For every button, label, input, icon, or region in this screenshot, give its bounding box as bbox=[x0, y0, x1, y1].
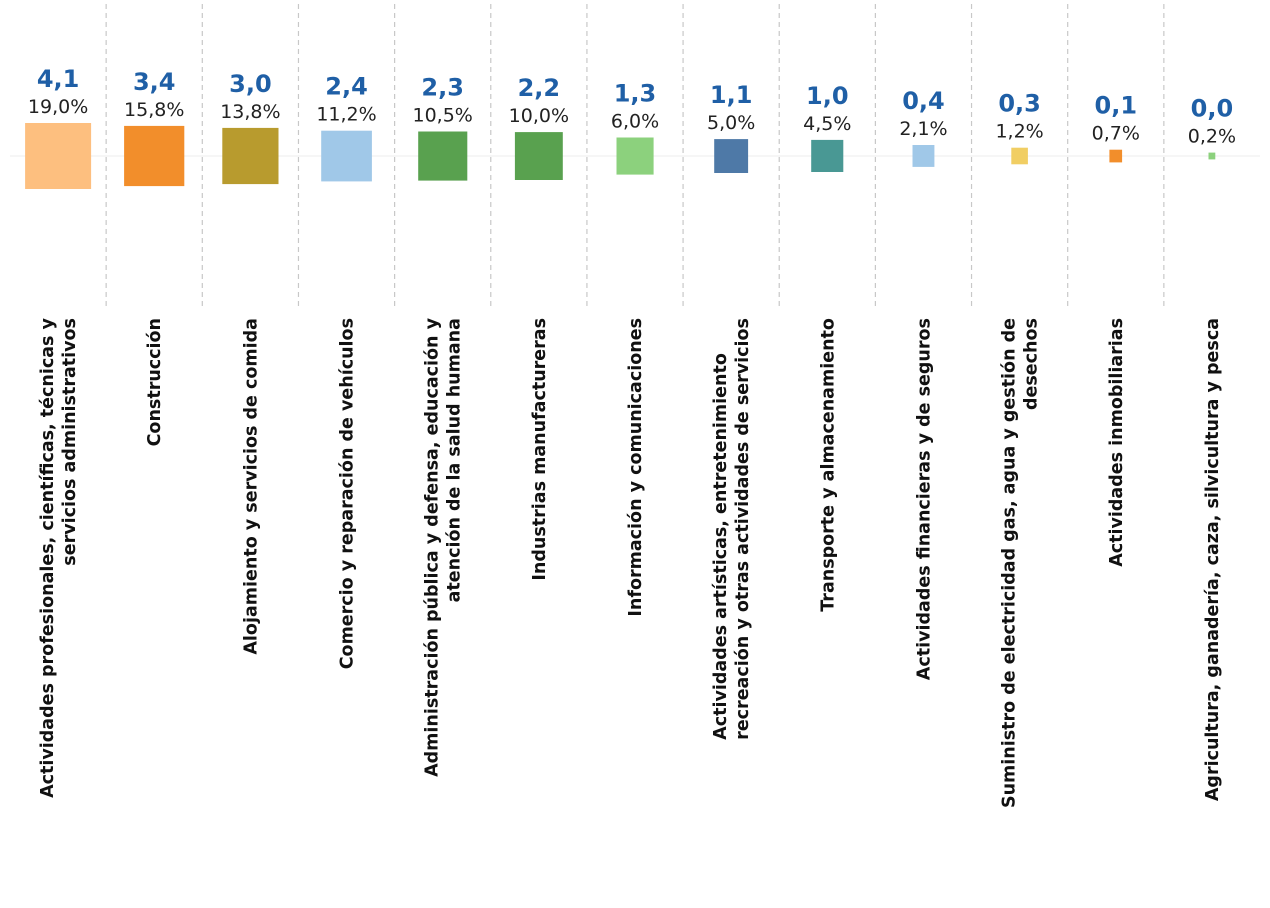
share-label-4: 11,2% bbox=[316, 104, 376, 126]
category-label-3: Alojamiento y servicios de comida bbox=[241, 318, 261, 655]
bar-3 bbox=[222, 127, 279, 185]
value-label-1: 4,1 bbox=[37, 65, 80, 93]
value-label-5: 2,3 bbox=[421, 74, 464, 102]
category-label-5-line-1: Administración pública y defensa, educac… bbox=[423, 317, 443, 776]
share-label-13: 0,2% bbox=[1188, 126, 1236, 148]
share-label-3: 13,8% bbox=[220, 101, 280, 123]
category-label-8-line-2: recreación y otras actividades de servic… bbox=[733, 318, 753, 740]
category-label-6: Industrias manufactureras bbox=[530, 318, 550, 581]
category-label-1-line-2: servicios administrativos bbox=[60, 318, 80, 566]
value-label-6: 2,2 bbox=[518, 74, 561, 102]
value-label-10: 0,4 bbox=[902, 87, 945, 115]
category-label-2: Construcción bbox=[145, 318, 165, 446]
bar-8 bbox=[714, 139, 749, 173]
bar-10 bbox=[912, 145, 935, 167]
share-label-6: 10,0% bbox=[509, 105, 569, 127]
bar-11 bbox=[1011, 147, 1028, 165]
category-label-13: Agricultura, ganadería, caza, silvicultu… bbox=[1203, 318, 1223, 801]
value-label-9: 1,0 bbox=[806, 82, 849, 110]
share-label-11: 1,2% bbox=[995, 121, 1043, 143]
share-label-1: 19,0% bbox=[28, 96, 88, 118]
value-label-13: 0,0 bbox=[1191, 95, 1234, 123]
category-label-11-line-2: desechos bbox=[1022, 318, 1042, 410]
chart-marks: 19,0% 4,1 15,8% 3,4 13,8% 3,0 11,2% 2,4 10,5% 2,3… bbox=[25, 65, 1236, 189]
bar-12 bbox=[1109, 149, 1123, 163]
category-label-4: Comercio y reparación de vehículos bbox=[338, 318, 358, 669]
value-label-7: 1,3 bbox=[614, 80, 657, 108]
category-label-12: Actividades inmobiliarias bbox=[1107, 318, 1127, 567]
value-label-3: 3,0 bbox=[229, 70, 272, 98]
share-label-8: 5,0% bbox=[707, 112, 755, 134]
bar-2 bbox=[124, 125, 185, 187]
bar-5 bbox=[418, 131, 468, 181]
value-label-4: 2,4 bbox=[325, 73, 368, 101]
category-labels: Actividades profesionales, científicas, … bbox=[38, 317, 1223, 808]
share-label-5: 10,5% bbox=[413, 105, 473, 127]
category-label-10: Actividades financieras y de seguros bbox=[915, 318, 935, 680]
category-label-9: Transporte y almacenamiento bbox=[818, 318, 838, 612]
category-label-11-line-1: Suministro de electricidad gas, agua y g… bbox=[1000, 318, 1020, 808]
share-label-10: 2,1% bbox=[899, 118, 947, 140]
value-label-12: 0,1 bbox=[1095, 92, 1138, 120]
bar-9 bbox=[811, 139, 844, 172]
bar-13 bbox=[1208, 152, 1216, 160]
value-label-8: 1,1 bbox=[710, 81, 753, 109]
category-label-1-line-1: Actividades profesionales, científicas, … bbox=[38, 317, 58, 797]
bar-1 bbox=[25, 123, 92, 189]
share-label-2: 15,8% bbox=[124, 99, 184, 121]
bar-6 bbox=[514, 132, 563, 180]
bar-7 bbox=[616, 137, 654, 175]
share-label-7: 6,0% bbox=[611, 111, 659, 133]
value-label-2: 3,4 bbox=[133, 68, 176, 96]
share-label-9: 4,5% bbox=[803, 113, 851, 135]
category-label-7: Información y comunicaciones bbox=[626, 318, 646, 617]
value-label-11: 0,3 bbox=[998, 90, 1041, 118]
category-label-8-line-1: Actividades artísticas, entretenimiento bbox=[711, 353, 731, 740]
category-label-5-line-2: atención de la salud humana bbox=[445, 318, 465, 602]
bar-4 bbox=[321, 130, 372, 182]
share-label-12: 0,7% bbox=[1092, 123, 1140, 145]
